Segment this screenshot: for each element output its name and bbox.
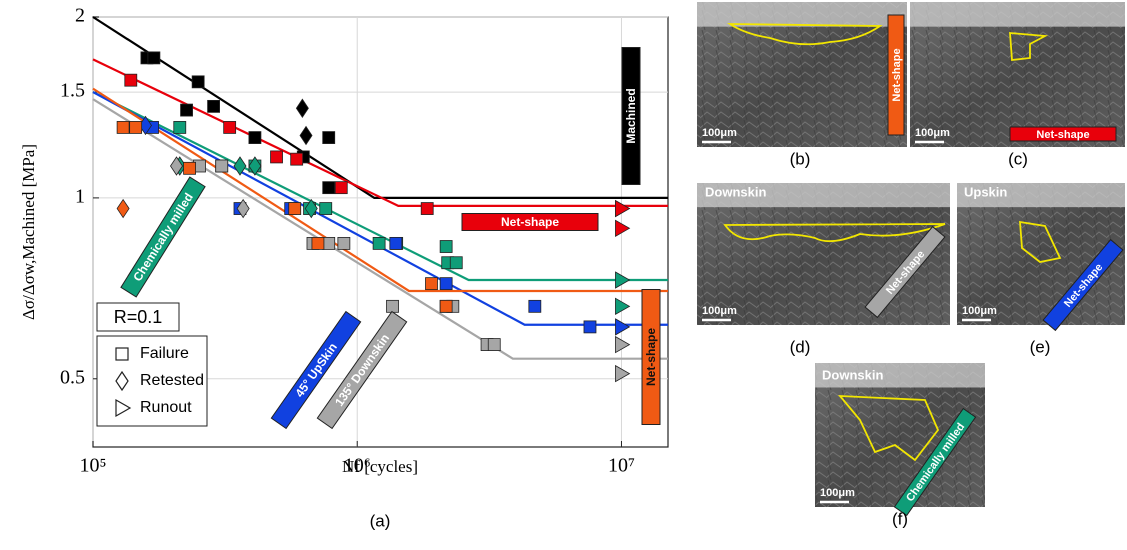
failure-marker [181,104,193,116]
panel-caption: (b) [790,149,811,168]
caption: (a) [370,511,391,530]
scale-label: 100μm [702,127,737,139]
surface-band [910,2,1125,27]
sem-image: 100μm Net-shape [910,2,1125,147]
failure-marker [312,237,324,249]
panel-caption: (e) [1030,337,1051,356]
failure-marker [323,237,335,249]
label-tag: Net-shape [1010,127,1116,141]
failure-marker [488,339,500,351]
y-tick-label: 0.5 [60,366,85,388]
figure: Nf [cycles] (a) Δσ/Δσw,Machined [MPa] 10… [0,0,1127,550]
failure-marker [440,278,452,290]
surface-band [697,2,907,27]
failure-marker [184,162,196,174]
y-tick-label: 2 [75,5,85,27]
panel-caption: (f) [892,509,908,528]
failure-marker [440,241,452,253]
failure-marker [148,52,160,64]
panels: 100μm Net-shape (b) 100μm Net-shape (c) 100μm D… [697,2,1125,528]
scale-label: 100μm [915,127,950,139]
panel-caption: (c) [1008,149,1028,168]
failure-marker [421,203,433,215]
annotation: R=0.1 [114,307,163,327]
failure-marker [125,74,137,86]
failure-marker [387,300,399,312]
legend-label: Retested [140,372,204,389]
legend-label: Failure [140,345,189,362]
scale-label: 100μm [962,305,997,317]
panel-title: Upskin [964,184,1007,199]
failure-marker [440,300,452,312]
x-tick-label: 10⁶ [344,455,371,477]
failure-marker [323,182,335,194]
failure-marker [338,237,350,249]
tag-text: Net-shape [644,328,658,386]
sem-image: 100μm Net-shape [697,2,907,147]
panel-caption: (d) [790,337,811,356]
y-axis-label: Δσ/Δσw,Machined [MPa] [19,144,38,320]
label-tag: Net-shape [888,15,904,135]
failure-marker [117,121,129,133]
failure-marker [216,160,228,172]
failure-marker [130,121,142,133]
tag-text: Machined [624,88,638,143]
failure-marker [208,100,220,112]
failure-marker [320,203,332,215]
failure-marker [271,151,283,163]
failure-marker [249,132,261,144]
tag-text: Net-shape [1036,129,1089,141]
failure-marker [289,203,301,215]
failure-marker [335,182,347,194]
tag-text: Net-shape [891,48,903,101]
x-tick-label: 10⁵ [80,455,107,477]
label-tag: Net-shape [462,214,598,231]
tag-text: Net-shape [501,215,559,229]
y-tick-label: 1.5 [60,80,85,102]
failure-marker [373,237,385,249]
scale-label: 100μm [702,305,737,317]
panel-title: Downskin [822,367,883,382]
failure-marker [323,132,335,144]
failure-marker [390,237,402,249]
scale-label: 100μm [820,487,855,499]
failure-marker [584,321,596,333]
label-tag: Net-shape [642,290,660,425]
legend-label: Runout [140,399,192,416]
label-tag: Machined [622,48,640,185]
failure-marker [450,257,462,269]
failure-marker [174,121,186,133]
x-tick-label: 10⁷ [608,455,635,477]
panel-title: Downskin [705,184,766,199]
failure-marker [116,348,128,360]
failure-marker [291,153,303,165]
failure-marker [192,76,204,88]
y-tick-label: 1 [75,185,85,207]
failure-marker [529,300,541,312]
failure-marker [224,121,236,133]
sem-image: 100μmUpskinNet-shape [957,183,1125,330]
failure-marker [425,278,437,290]
